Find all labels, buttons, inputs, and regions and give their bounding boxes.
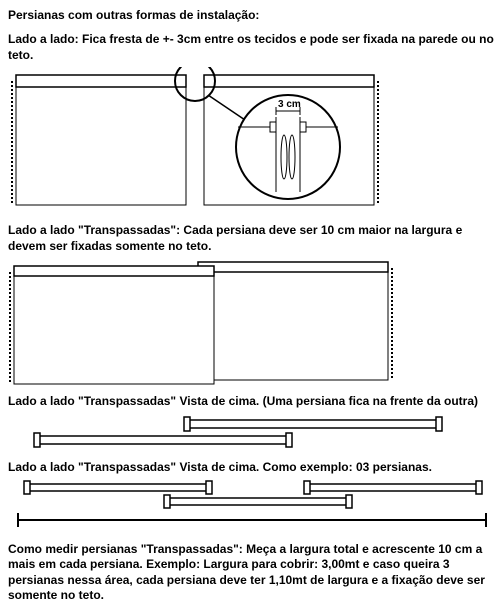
- gap-label-text: 3 cm: [278, 99, 301, 110]
- diagram-overlap-front: [8, 258, 495, 388]
- diagram-top-view-3: [8, 480, 495, 536]
- diagram-top-view-2: [8, 414, 495, 454]
- caption-how-to-measure: Como medir persianas "Transpassadas": Me…: [8, 542, 495, 604]
- page-title: Persianas com outras formas de instalaçã…: [8, 8, 495, 22]
- diagram-side-by-side: 3 cm: [8, 67, 495, 217]
- caption-top-view-3: Lado a lado "Transpassadas" Vista de cim…: [8, 460, 495, 476]
- caption-side-by-side: Lado a lado: Fica fresta de +- 3cm entre…: [8, 32, 495, 63]
- caption-transpassadas: Lado a lado "Transpassadas": Cada persia…: [8, 223, 495, 254]
- caption-top-view-2: Lado a lado "Transpassadas" Vista de cim…: [8, 394, 495, 410]
